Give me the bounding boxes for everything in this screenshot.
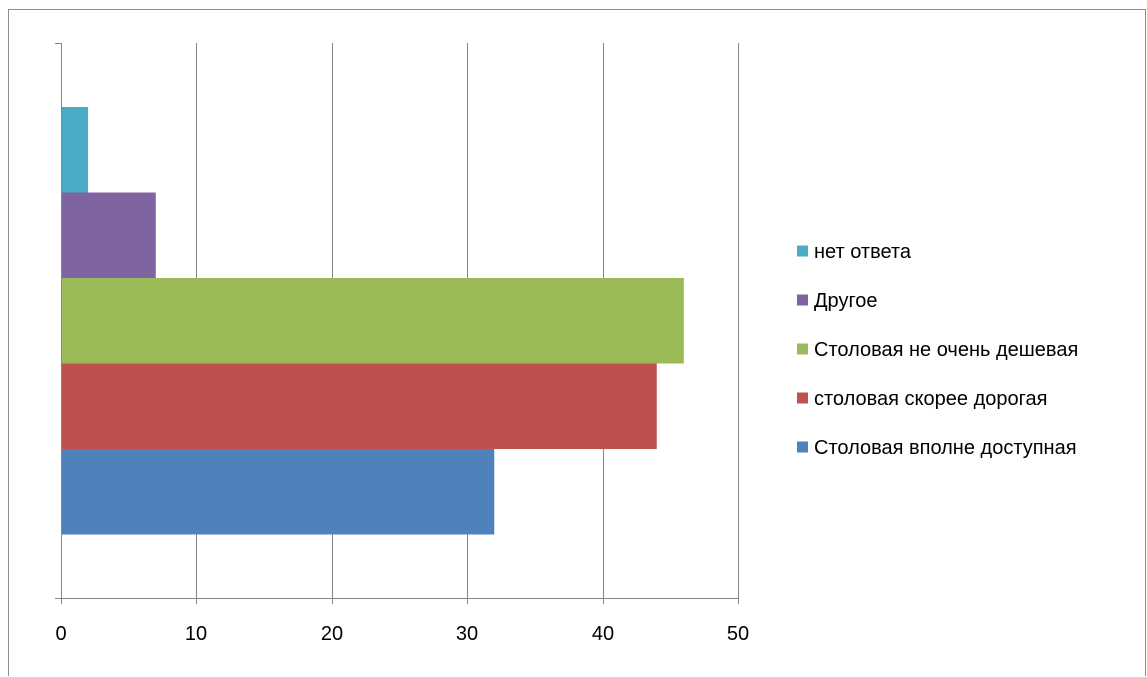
legend-swatch-2: [797, 392, 808, 404]
x-tick-labels: 0 10 20 30 40 50: [55, 623, 749, 645]
chart-frame: [8, 9, 1146, 676]
legend-label-5: нет ответа: [814, 241, 912, 263]
bar-2: [61, 363, 657, 449]
legend-label-1: Столовая вполне доступная: [814, 437, 1077, 459]
bar-5: [61, 107, 89, 193]
legend-label-4: Другое: [814, 290, 878, 312]
bar-4: [61, 192, 156, 278]
x-tick-label-50: 50: [727, 623, 749, 645]
axes: [55, 43, 739, 604]
bar-1: [61, 449, 495, 535]
legend-label-2: столовая скорее дорогая: [814, 388, 1047, 410]
legend-swatch-4: [797, 294, 808, 306]
x-tick-label-40: 40: [592, 623, 614, 645]
legend-swatch-5: [797, 245, 808, 257]
x-tick-label-30: 30: [456, 623, 478, 645]
legend-swatch-1: [797, 441, 808, 453]
x-tick-label-20: 20: [321, 623, 343, 645]
legend-swatch-3: [797, 343, 808, 355]
legend: нет ответа Другое Столовая не очень дешева…: [797, 241, 1078, 459]
bar-3: [61, 278, 684, 364]
x-tick-label-0: 0: [55, 623, 66, 645]
legend-label-3: Столовая не очень дешевая: [814, 339, 1078, 361]
bars: [61, 107, 684, 535]
x-tick-label-10: 10: [185, 623, 207, 645]
